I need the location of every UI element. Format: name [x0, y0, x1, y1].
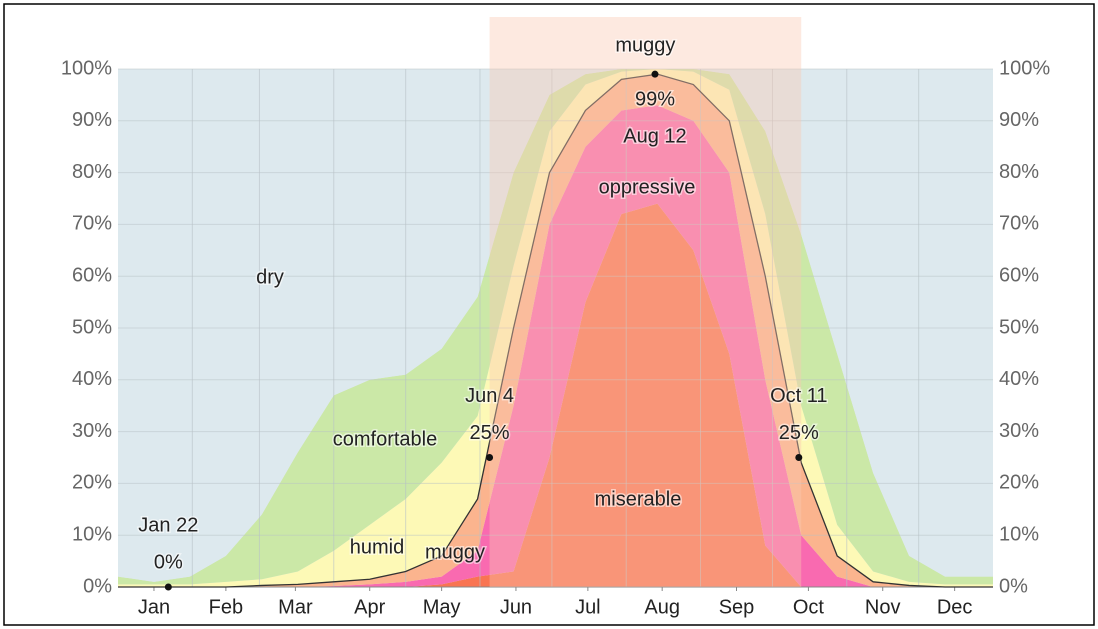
- annotation-value: 25%: [779, 422, 819, 444]
- x-tick-label: Mar: [278, 596, 313, 618]
- x-tick-label: Sep: [719, 596, 755, 618]
- x-tick-label: Nov: [865, 596, 901, 618]
- y-tick-label: 70%: [72, 213, 112, 235]
- area-muggy: [118, 74, 993, 588]
- x-tick-label: Feb: [209, 596, 243, 618]
- annotation-label: Oct 11: [770, 385, 827, 407]
- x-tick-label: Jul: [575, 596, 601, 618]
- highlight-label: muggy: [615, 34, 675, 56]
- x-tick-label: Aug: [644, 596, 680, 618]
- y-tick-label-right: 70%: [999, 213, 1039, 235]
- annotation-point: [651, 70, 659, 78]
- band-label: oppressive: [599, 176, 696, 198]
- annotation-point: [486, 454, 494, 461]
- area-comfortable: [118, 69, 993, 585]
- y-tick-label: 40%: [72, 368, 112, 390]
- x-tick-label: May: [423, 596, 461, 618]
- y-tick-label-right: 0%: [999, 575, 1028, 597]
- y-tick-label: 50%: [72, 316, 112, 338]
- y-tick-label: 30%: [72, 420, 112, 442]
- x-tick-label: Apr: [354, 596, 385, 618]
- annotation-label: Jan 22: [138, 514, 198, 536]
- annotation-point: [795, 454, 803, 461]
- y-tick-label: 20%: [72, 472, 112, 494]
- highlight-band: [489, 17, 802, 587]
- y-tick-label: 90%: [72, 109, 112, 131]
- y-tick-label-right: 40%: [999, 368, 1039, 390]
- y-tick-label-right: 30%: [999, 420, 1039, 442]
- x-tick-label: Jun: [500, 596, 532, 618]
- x-tick-label: Jan: [138, 596, 170, 618]
- band-label: miserable: [595, 488, 682, 510]
- annotation-label: Jun 4: [465, 385, 514, 407]
- annotation-point: [164, 583, 172, 591]
- y-tick-label-right: 10%: [999, 523, 1039, 545]
- band-label: comfortable: [333, 428, 438, 450]
- y-tick-label-right: 60%: [999, 264, 1039, 286]
- y-tick-label: 10%: [72, 523, 112, 545]
- band-label: muggy: [425, 541, 485, 563]
- annotation-label: Aug 12: [623, 125, 686, 147]
- area-oppressive: [118, 105, 993, 587]
- y-tick-label-right: 80%: [999, 161, 1039, 183]
- area-miserable: [118, 203, 993, 587]
- annotation-value: 0%: [154, 551, 183, 573]
- y-tick-label: 100%: [61, 57, 112, 79]
- area-dry: [118, 69, 993, 582]
- annotation-value: 25%: [470, 422, 510, 444]
- y-tick-label-right: 100%: [999, 57, 1050, 79]
- band-label: humid: [350, 536, 404, 558]
- y-tick-label-right: 20%: [999, 472, 1039, 494]
- y-tick-label-right: 90%: [999, 109, 1039, 131]
- threshold-line: [118, 73, 993, 588]
- x-tick-label: Oct: [793, 596, 825, 618]
- x-tick-label: Dec: [937, 596, 973, 618]
- y-tick-label: 80%: [72, 161, 112, 183]
- y-tick-label-right: 50%: [999, 316, 1039, 338]
- y-tick-label: 0%: [83, 575, 112, 597]
- band-label: dry: [256, 266, 284, 288]
- annotation-value: 99%: [635, 88, 675, 110]
- y-tick-label: 60%: [72, 264, 112, 286]
